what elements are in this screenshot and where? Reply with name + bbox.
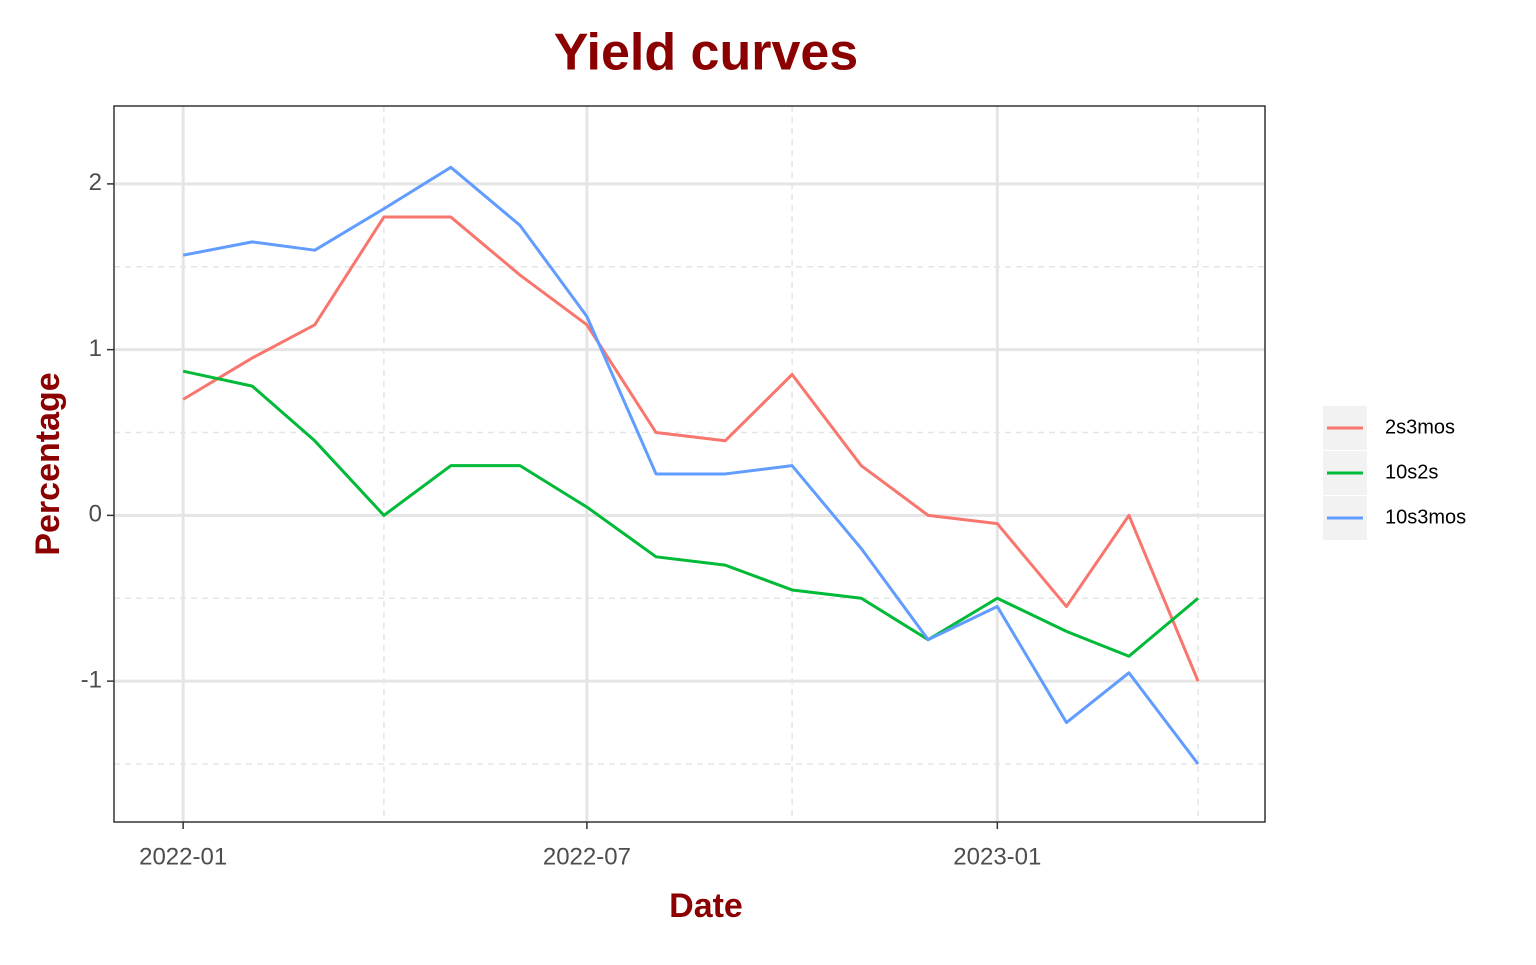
line (182, 165, 1200, 765)
line (182, 369, 1200, 658)
x-tick-label: 2023-01 (953, 843, 1041, 870)
x-tick-label: 2022-07 (543, 843, 631, 870)
legend-label: 2s3mos (1385, 416, 1455, 438)
plot-border (113, 105, 1266, 823)
x-axis-label: Date (669, 887, 743, 925)
chart-title: Yield curves (554, 24, 858, 82)
y-axis-label: Percentage (29, 372, 67, 555)
x-tick-label: 2022-01 (139, 843, 227, 870)
legend-label: 10s2s (1385, 461, 1438, 483)
y-tick-label: 1 (89, 335, 102, 362)
y-tick-label: -1 (81, 666, 102, 693)
y-tick-label: 0 (89, 501, 102, 528)
legend-label: 10s3mos (1385, 506, 1466, 528)
y-tick-label: 2 (89, 169, 102, 196)
line (182, 215, 1200, 682)
